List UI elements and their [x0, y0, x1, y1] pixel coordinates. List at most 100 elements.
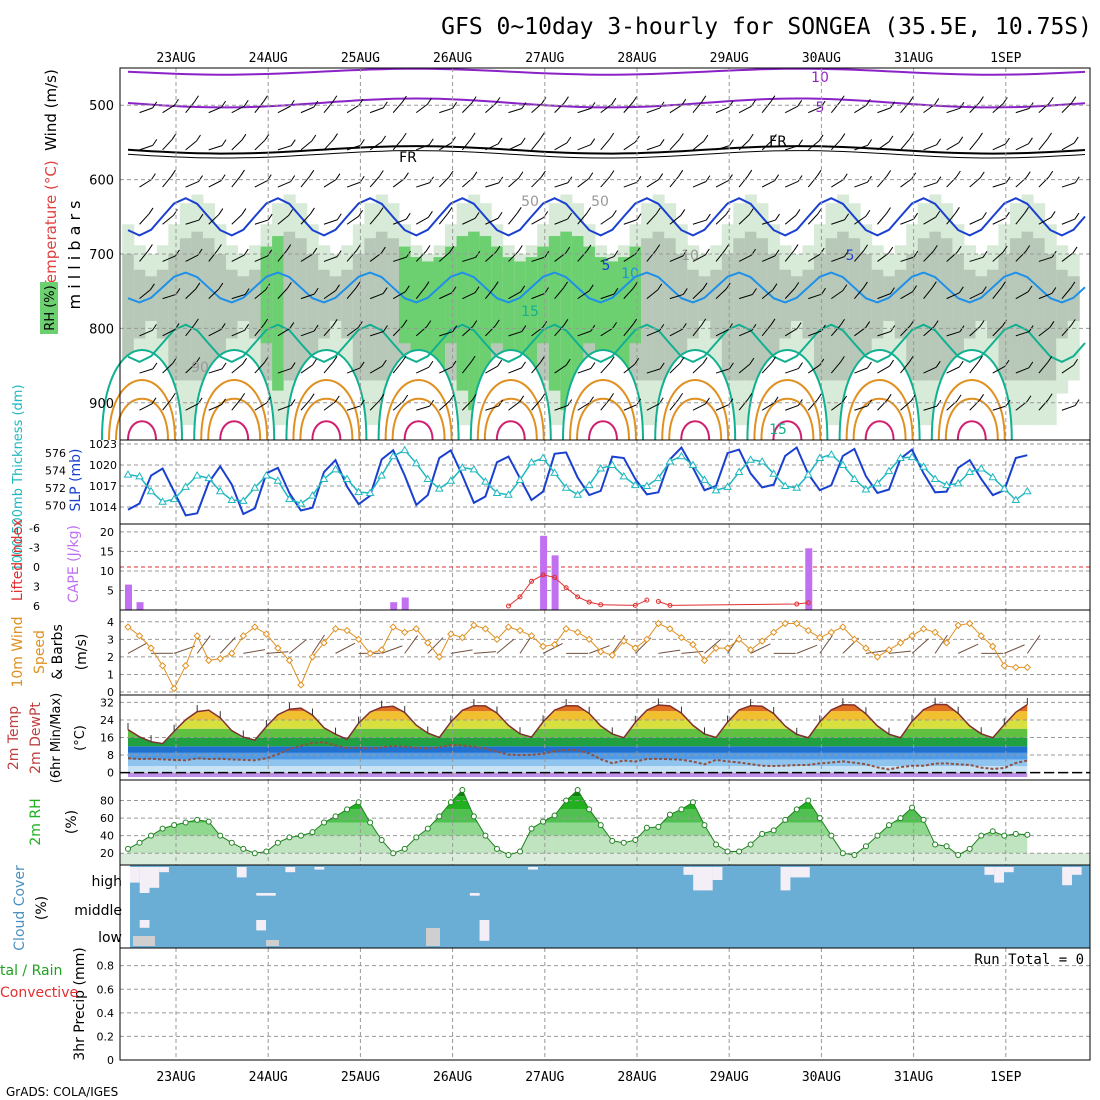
wind-barb: [784, 250, 795, 262]
wind-barb-flag: [611, 210, 617, 217]
cloud-row-label: high: [91, 874, 122, 890]
temperature-label: Temperature (°C): [42, 160, 60, 290]
temperature-line-5c: [127, 197, 1086, 237]
wind-barb-flag: [335, 284, 340, 291]
wind-barb-flag: [817, 393, 822, 400]
wind-barb: [761, 101, 772, 113]
wind-barb: [462, 217, 476, 225]
wind-barb: [438, 400, 451, 411]
wind-barb-flag: [796, 322, 802, 329]
wind-barb-flag: [1050, 211, 1056, 218]
wind-barb: [831, 219, 845, 225]
wind-barb: [485, 365, 498, 374]
wind-barb-flag: [1072, 246, 1078, 254]
rh-cell: [675, 254, 688, 381]
wind-barb-flag: [794, 282, 800, 289]
wind10-marker: [977, 632, 985, 640]
wind-barb: [600, 293, 615, 300]
thickness-marker: [469, 464, 479, 473]
rh2m-marker: [378, 837, 385, 844]
wind10-marker: [931, 628, 939, 637]
wind10-marker: [862, 644, 870, 652]
wind-barb: [1061, 102, 1073, 113]
day-label: 28AUG: [617, 51, 656, 66]
wind-barb: [554, 182, 569, 188]
li-tick-label: -6: [29, 522, 40, 535]
wind-barb: [369, 213, 380, 225]
thickness-marker: [700, 475, 709, 483]
rh-band: [128, 790, 1028, 797]
rh2m-marker: [609, 837, 616, 844]
wind-barb: [831, 290, 844, 300]
temperature-dome: [588, 420, 618, 441]
precip-tick-label: 0: [107, 1054, 114, 1067]
rh-cell: [133, 269, 146, 339]
wind-barb-flag: [449, 394, 455, 402]
cloud-unit-label: (%): [34, 896, 50, 920]
wind-barb-flag: [702, 357, 708, 364]
wind-barb-flag: [470, 355, 476, 363]
wind-barb: [784, 105, 798, 114]
wind10-barb: [450, 649, 473, 654]
thickness-marker: [919, 462, 928, 470]
rh2m-marker: [943, 843, 950, 850]
wind-barb-flag: [313, 100, 319, 108]
thickness-marker: [896, 453, 905, 461]
wind-barb: [830, 101, 841, 113]
temp-tick-label: 8: [107, 749, 114, 762]
cape-bar: [401, 597, 409, 610]
thickness-marker: [238, 496, 248, 504]
cloud-gap-high: [285, 867, 296, 873]
temperature-dome: [207, 397, 262, 441]
thickness-marker: [250, 483, 260, 491]
wind-barb: [715, 145, 730, 151]
thickness-marker: [434, 484, 444, 492]
temperature-dome: [845, 379, 914, 441]
wind-barb-flag: [773, 396, 779, 404]
wind-barb: [669, 215, 682, 225]
wind-barb-flag: [521, 361, 526, 369]
thickness-marker: [308, 491, 317, 499]
cape-hgrid: [120, 531, 1090, 591]
wind-barb: [369, 141, 382, 151]
rh2m-marker: [240, 845, 247, 852]
wind-barb-flag: [749, 357, 755, 365]
wind10-tick-label: 0: [107, 686, 114, 699]
wind10-marker: [366, 649, 374, 658]
wind10-barbs: [127, 634, 1041, 654]
wind-barb: [185, 403, 199, 411]
wind-barb-flag: [682, 288, 688, 295]
wind-barb: [1015, 143, 1029, 151]
wind-barb: [715, 250, 726, 262]
wind-barb: [831, 179, 844, 188]
wind-barb: [807, 364, 821, 374]
wind10-marker: [712, 644, 720, 652]
wind-barb-flag: [635, 247, 641, 255]
thickness-marker: [400, 445, 410, 454]
wind-barb-flag: [609, 393, 614, 400]
wind-barb-flag: [931, 281, 937, 288]
wind-barb-flag: [267, 213, 273, 221]
wind-barb: [669, 362, 681, 374]
wind10-marker: [274, 644, 282, 652]
wind-barb: [254, 101, 264, 113]
thickness-marker: [780, 481, 790, 489]
wind-barb-flag: [844, 250, 849, 257]
rh2m-marker: [436, 813, 443, 820]
wind-barb-flag: [520, 285, 526, 293]
wind-barb: [600, 362, 611, 374]
rh2m-tick-label: 60: [100, 812, 114, 825]
wind-barb: [761, 139, 773, 151]
wind-barb: [992, 217, 1006, 225]
thickness-marker: [907, 452, 917, 461]
wind-barb-flag: [565, 358, 571, 366]
wind-barb: [646, 289, 659, 300]
wind-barb: [577, 368, 592, 374]
wind-barb: [715, 368, 730, 374]
wind10-tick-label: 2: [107, 651, 114, 664]
rh-cell: [1056, 269, 1069, 339]
wind-barb: [808, 106, 822, 114]
rh-cell: [848, 238, 861, 381]
wind10-barb: [404, 635, 419, 654]
thickness-marker: [792, 483, 802, 491]
